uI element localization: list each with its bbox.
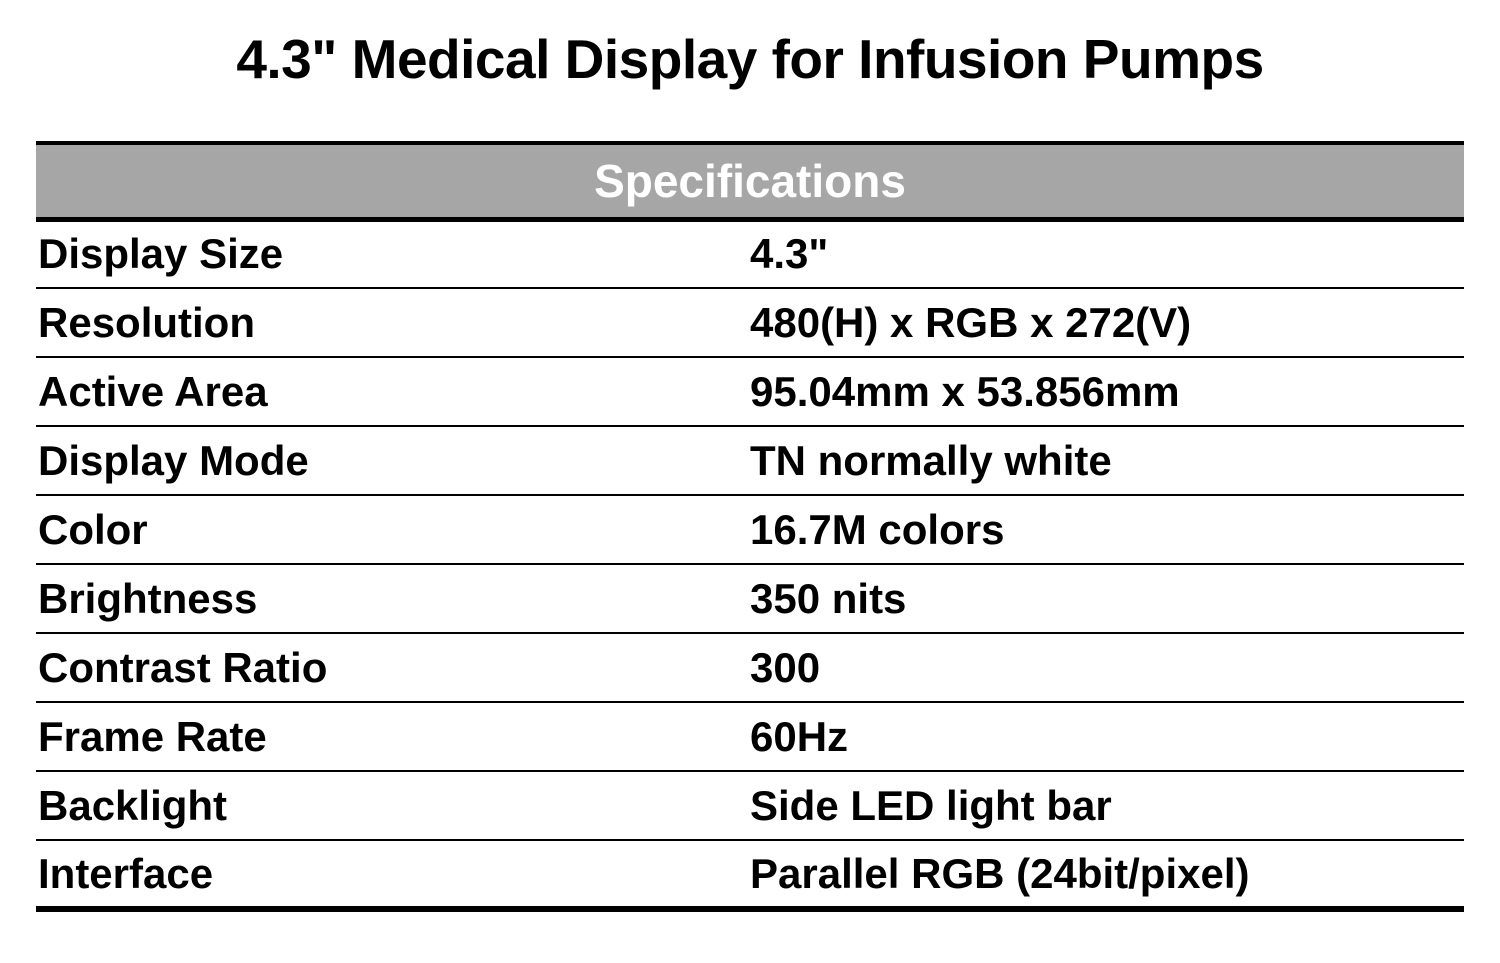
spec-label: Display Size [36, 219, 750, 289]
spec-value: 300 [750, 633, 1464, 703]
spec-value: 4.3" [750, 219, 1464, 289]
spec-value: 95.04mm x 53.856mm [750, 357, 1464, 427]
spec-label: Contrast Ratio [36, 633, 750, 703]
spec-value: Side LED light bar [750, 771, 1464, 841]
spec-row: Backlight Side LED light bar [36, 771, 1464, 841]
spec-value: 16.7M colors [750, 495, 1464, 565]
spec-row: Contrast Ratio 300 [36, 633, 1464, 703]
spec-value: 60Hz [750, 702, 1464, 772]
spec-label: Resolution [36, 288, 750, 358]
spec-table-head: Specifications [36, 141, 1464, 222]
spec-label: Active Area [36, 357, 750, 427]
spec-row: Frame Rate 60Hz [36, 702, 1464, 772]
spec-row: Color 16.7M colors [36, 495, 1464, 565]
spec-row: Resolution 480(H) x RGB x 272(V) [36, 288, 1464, 358]
spec-table: Specifications Display Size 4.3" Resolut… [36, 141, 1464, 912]
spec-row: Interface Parallel RGB (24bit/pixel) [36, 840, 1464, 912]
spec-table-header: Specifications [36, 141, 1464, 222]
spec-label: Frame Rate [36, 702, 750, 772]
spec-header-row: Specifications [36, 141, 1464, 222]
spec-value: 350 nits [750, 564, 1464, 634]
spec-label: Display Mode [36, 426, 750, 496]
spec-label: Brightness [36, 564, 750, 634]
spec-value: TN normally white [750, 426, 1464, 496]
spec-row: Display Size 4.3" [36, 219, 1464, 289]
spec-label: Backlight [36, 771, 750, 841]
spec-row: Display Mode TN normally white [36, 426, 1464, 496]
spec-row: Active Area 95.04mm x 53.856mm [36, 357, 1464, 427]
spec-value: Parallel RGB (24bit/pixel) [750, 840, 1464, 912]
spec-value: 480(H) x RGB x 272(V) [750, 288, 1464, 358]
spec-label: Interface [36, 840, 750, 912]
page-title: 4.3" Medical Display for Infusion Pumps [236, 28, 1264, 90]
spec-table-body: Display Size 4.3" Resolution 480(H) x RG… [36, 219, 1464, 912]
spec-label: Color [36, 495, 750, 565]
spec-row: Brightness 350 nits [36, 564, 1464, 634]
